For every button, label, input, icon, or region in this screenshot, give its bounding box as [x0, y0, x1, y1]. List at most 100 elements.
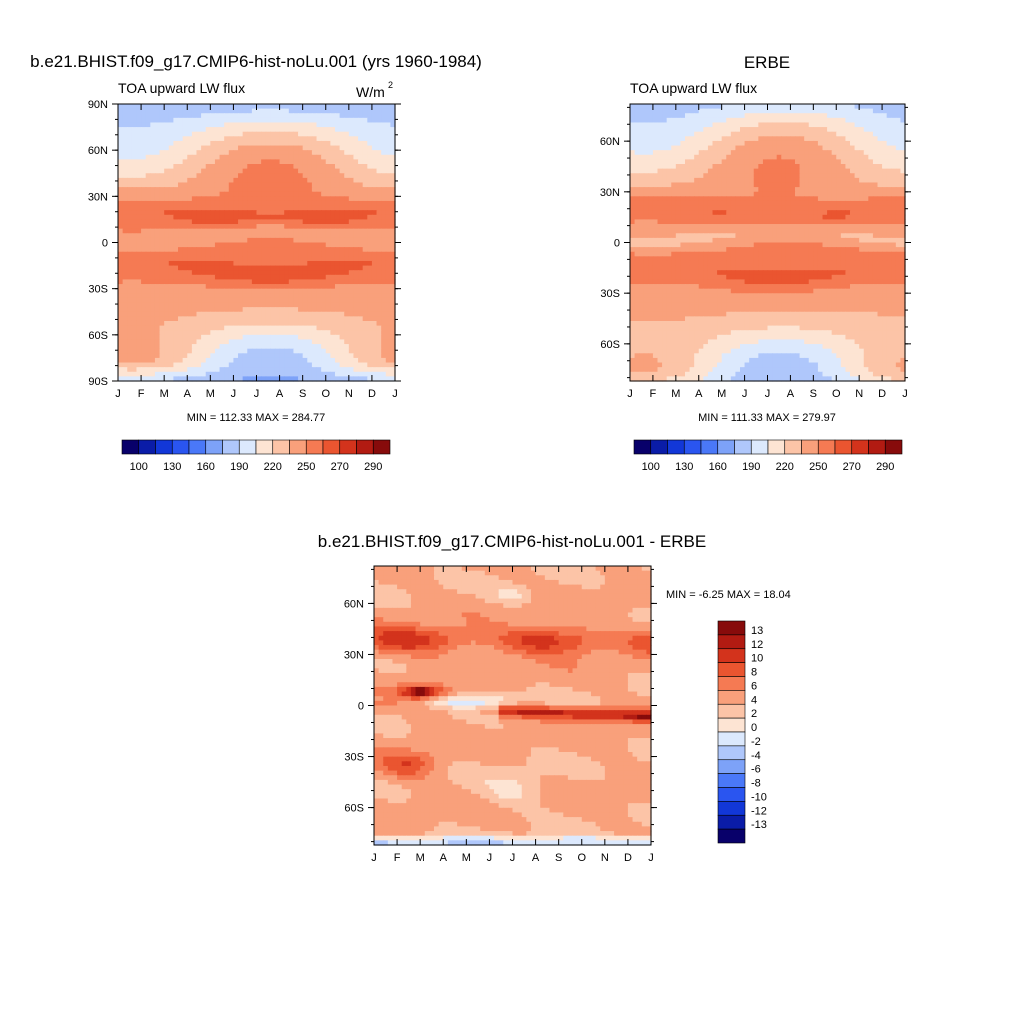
heatmap-cell — [841, 182, 846, 187]
heatmap-cell — [210, 187, 215, 192]
heatmap-cell — [136, 224, 141, 229]
heatmap-cell — [215, 173, 220, 178]
heatmap-cell — [377, 136, 382, 141]
heatmap-cell — [326, 127, 331, 132]
heatmap-cell — [164, 118, 169, 123]
heatmap-cell — [196, 118, 201, 123]
heatmap-cell — [804, 169, 809, 174]
heatmap-cell — [330, 247, 335, 252]
heatmap-cell — [160, 182, 165, 187]
heatmap-cell — [192, 367, 197, 372]
heatmap-cell — [220, 229, 225, 234]
heatmap-cell — [136, 252, 141, 257]
heatmap-cell — [735, 146, 740, 151]
heatmap-cell — [150, 330, 155, 335]
heatmap-cell — [685, 201, 690, 206]
heatmap-cell — [859, 192, 864, 197]
heatmap-cell — [317, 279, 322, 284]
heatmap-cell — [224, 289, 229, 294]
heatmap-cell — [809, 159, 814, 164]
heatmap-cell — [160, 215, 165, 220]
heatmap-cell — [353, 279, 358, 284]
heatmap-cell — [377, 238, 382, 243]
heatmap-cell — [261, 206, 266, 211]
heatmap-cell — [887, 141, 892, 146]
heatmap-cell — [275, 178, 280, 183]
heatmap-cell — [229, 141, 234, 146]
heatmap-cell — [377, 289, 382, 294]
heatmap-cell — [731, 164, 736, 169]
heatmap-cell — [252, 261, 257, 266]
heatmap-cell — [372, 339, 377, 344]
heatmap-cell — [321, 303, 326, 308]
heatmap-cell — [335, 270, 340, 275]
heatmap-cell — [317, 339, 322, 344]
heatmap-cell — [713, 173, 718, 178]
heatmap-cell — [252, 215, 257, 220]
heatmap-cell — [676, 136, 681, 141]
heatmap-cell — [233, 178, 238, 183]
heatmap-cell — [160, 146, 165, 151]
heatmap-cell — [127, 279, 132, 284]
heatmap-cell — [317, 155, 322, 160]
heatmap-cell — [220, 178, 225, 183]
heatmap-cell — [786, 192, 791, 197]
heatmap-cell — [118, 321, 123, 326]
heatmap-cell — [293, 326, 298, 331]
heatmap-cell — [312, 289, 317, 294]
heatmap-cell — [344, 326, 349, 331]
heatmap-cell — [859, 169, 864, 174]
heatmap-cell — [266, 182, 271, 187]
heatmap-cell — [648, 182, 653, 187]
heatmap-cell — [136, 266, 141, 271]
heatmap-cell — [667, 150, 672, 155]
heatmap-cell — [386, 219, 391, 224]
heatmap-cell — [330, 275, 335, 280]
heatmap-cell — [326, 353, 331, 358]
heatmap-cell — [653, 146, 658, 151]
heatmap-cell — [220, 155, 225, 160]
heatmap-cell — [372, 127, 377, 132]
heatmap-cell — [196, 298, 201, 303]
heatmap-cell — [233, 303, 238, 308]
heatmap-cell — [155, 192, 160, 197]
heatmap-cell — [882, 173, 887, 178]
heatmap-cell — [118, 339, 123, 344]
heatmap-cell — [321, 192, 326, 197]
heatmap-cell — [667, 159, 672, 164]
heatmap-cell — [772, 164, 777, 169]
heatmap-cell — [210, 178, 215, 183]
heatmap-cell — [178, 372, 183, 377]
heatmap-cell — [150, 215, 155, 220]
heatmap-cell — [745, 187, 750, 192]
heatmap-cell — [160, 136, 165, 141]
heatmap-cell — [349, 215, 354, 220]
heatmap-cell — [136, 330, 141, 335]
heatmap-cell — [726, 192, 731, 197]
heatmap-cell — [224, 187, 229, 192]
heatmap-cell — [233, 159, 238, 164]
heatmap-cell — [178, 298, 183, 303]
heatmap-cell — [891, 182, 896, 187]
heatmap-cell — [187, 187, 192, 192]
heatmap-cell — [321, 344, 326, 349]
heatmap-cell — [768, 155, 773, 160]
heatmap-cell — [173, 298, 178, 303]
heatmap-cell — [353, 196, 358, 201]
heatmap-cell — [772, 169, 777, 174]
heatmap-cell — [164, 326, 169, 331]
heatmap-cell — [289, 270, 294, 275]
heatmap-cell — [233, 270, 238, 275]
heatmap-cell — [813, 109, 818, 114]
heatmap-cell — [639, 173, 644, 178]
heatmap-cell — [777, 169, 782, 174]
heatmap-cell — [303, 363, 308, 368]
heatmap-cell — [731, 192, 736, 197]
heatmap-cell — [722, 182, 727, 187]
heatmap-cell — [220, 233, 225, 238]
heatmap-cell — [123, 136, 128, 141]
heatmap-cell — [317, 169, 322, 174]
heatmap-cell — [169, 312, 174, 317]
heatmap-cell — [183, 344, 188, 349]
heatmap-cell — [330, 113, 335, 118]
